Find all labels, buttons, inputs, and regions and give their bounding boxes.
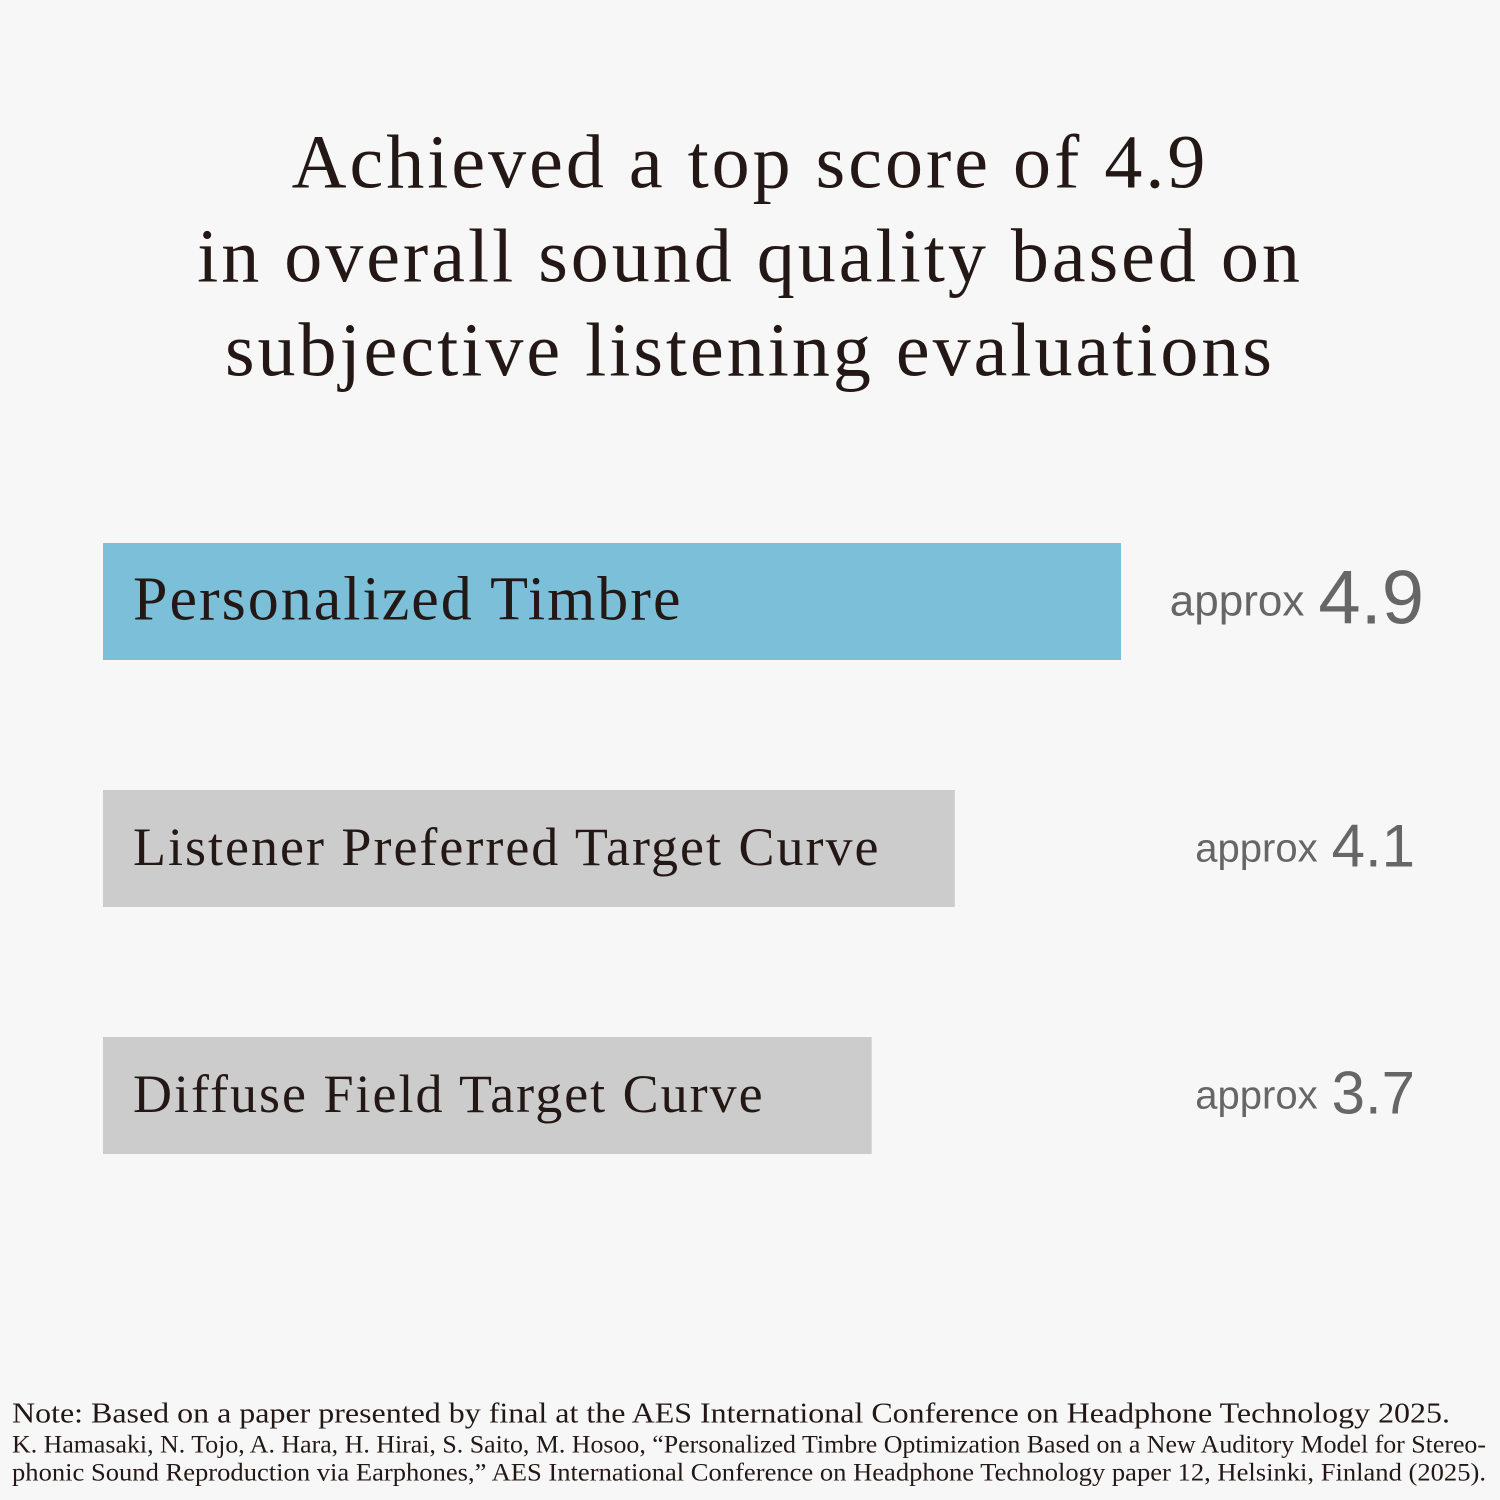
chart-title: in overall sound quality based on (197, 214, 1303, 298)
value-prefix: approx (1195, 1073, 1317, 1117)
value-number: 3.7 (1332, 1059, 1415, 1126)
value-prefix: approx (1170, 576, 1305, 625)
value-label: approx 3.7 (1195, 1059, 1415, 1126)
category-label: Personalized Timbre (133, 566, 682, 634)
value-number: 4.9 (1318, 556, 1424, 641)
footnote: phonic Sound Reproduction via Earphones,… (12, 1460, 1486, 1487)
footnote: K. Hamasaki, N. Tojo, A. Hara, H. Hirai,… (12, 1432, 1486, 1459)
value-label: approx 4.9 (1170, 556, 1424, 641)
footnote: Note: Based on a paper presented by fina… (12, 1398, 1450, 1430)
bar (103, 790, 955, 907)
bar (103, 543, 1121, 660)
bar (103, 1037, 872, 1154)
value-prefix: approx (1195, 826, 1317, 870)
category-label: Diffuse Field Target Curve (133, 1064, 765, 1124)
chart-title: subjective listening evaluations (225, 308, 1275, 392)
category-label: Listener Preferred Target Curve (133, 817, 880, 877)
value-number: 4.1 (1332, 812, 1415, 879)
chart-title: Achieved a top score of 4.9 (292, 120, 1209, 204)
value-label: approx 4.1 (1195, 812, 1415, 879)
